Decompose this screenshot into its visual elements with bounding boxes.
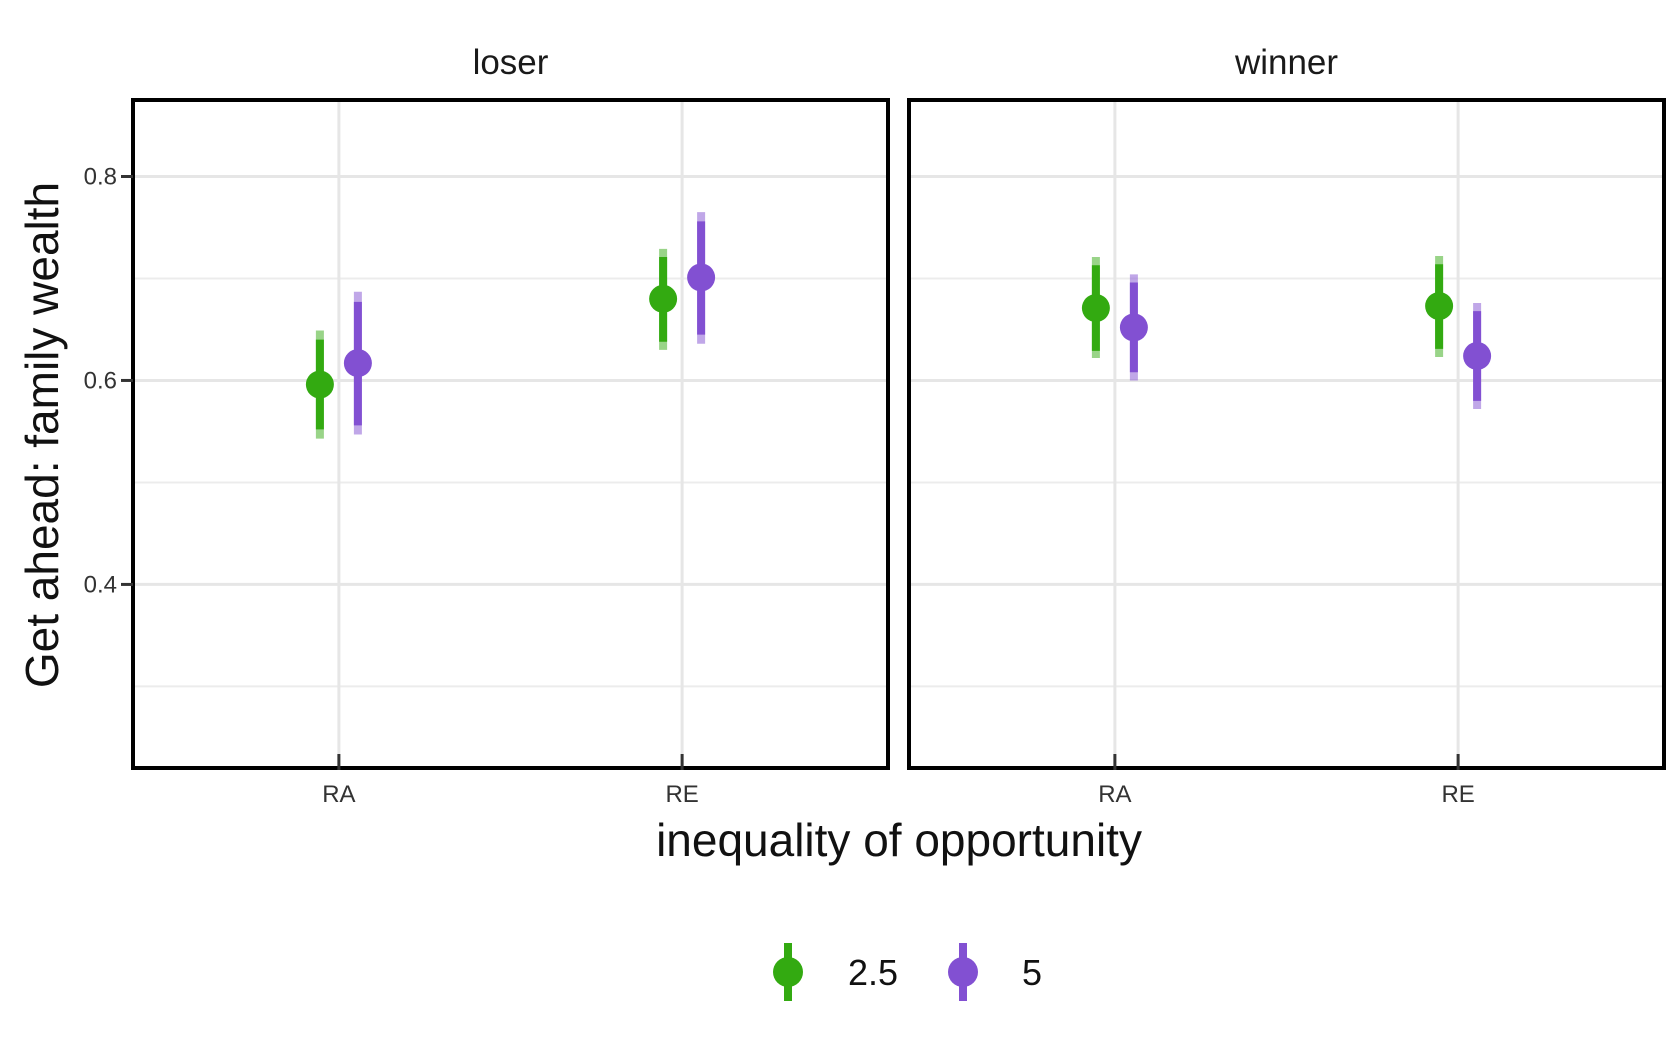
- point-estimate: [1425, 292, 1454, 321]
- legend-key-point: [948, 957, 978, 987]
- panel-frame: [907, 98, 1666, 770]
- point-winner-RA-5: [1119, 274, 1148, 381]
- point-loser-RA-2.5: [305, 330, 334, 439]
- y-tick-label: 0.6: [84, 367, 117, 394]
- point-estimate: [1081, 294, 1110, 323]
- point-estimate: [305, 370, 334, 399]
- y-axis-title: Get ahead: family wealth: [16, 182, 68, 688]
- x-axis-title: inequality of opportunity: [656, 814, 1142, 866]
- point-winner-RE-2.5: [1425, 256, 1454, 358]
- x-tick-label: RE: [1441, 781, 1474, 808]
- point-loser-RE-2.5: [649, 248, 678, 350]
- point-winner-RA-2.5: [1081, 257, 1110, 359]
- legend-item-5: 5: [948, 943, 1042, 1001]
- legend-item-2.5: 2.5: [773, 943, 898, 1001]
- x-tick-label: RA: [1098, 781, 1131, 808]
- point-estimate: [1463, 341, 1492, 370]
- point-estimate: [343, 349, 372, 378]
- panel-title: winner: [1234, 43, 1338, 82]
- panel-loser: loser RA RE: [131, 43, 890, 808]
- legend-label: 5: [1022, 952, 1042, 993]
- legend-label: 2.5: [848, 952, 898, 993]
- point-estimate: [1119, 313, 1148, 342]
- point-loser-RA-5: [343, 291, 372, 435]
- panel-frame: [131, 98, 890, 770]
- x-tick-label: RE: [665, 781, 698, 808]
- panels-layer: loser RA RE winner RA RE 0.4 0.6 0.8: [84, 43, 1666, 808]
- panel-title: loser: [473, 43, 549, 82]
- x-tick-label: RA: [322, 781, 355, 808]
- point-estimate: [687, 263, 716, 292]
- legend-key-point: [773, 957, 803, 987]
- legend: 2.5 5: [773, 943, 1042, 1001]
- point-loser-RE-5: [687, 212, 716, 344]
- y-tick-label: 0.8: [84, 163, 117, 190]
- panel-winner: winner RA RE: [907, 43, 1666, 808]
- point-estimate: [649, 284, 678, 313]
- point-winner-RE-5: [1463, 302, 1492, 410]
- y-tick-label: 0.4: [84, 571, 117, 598]
